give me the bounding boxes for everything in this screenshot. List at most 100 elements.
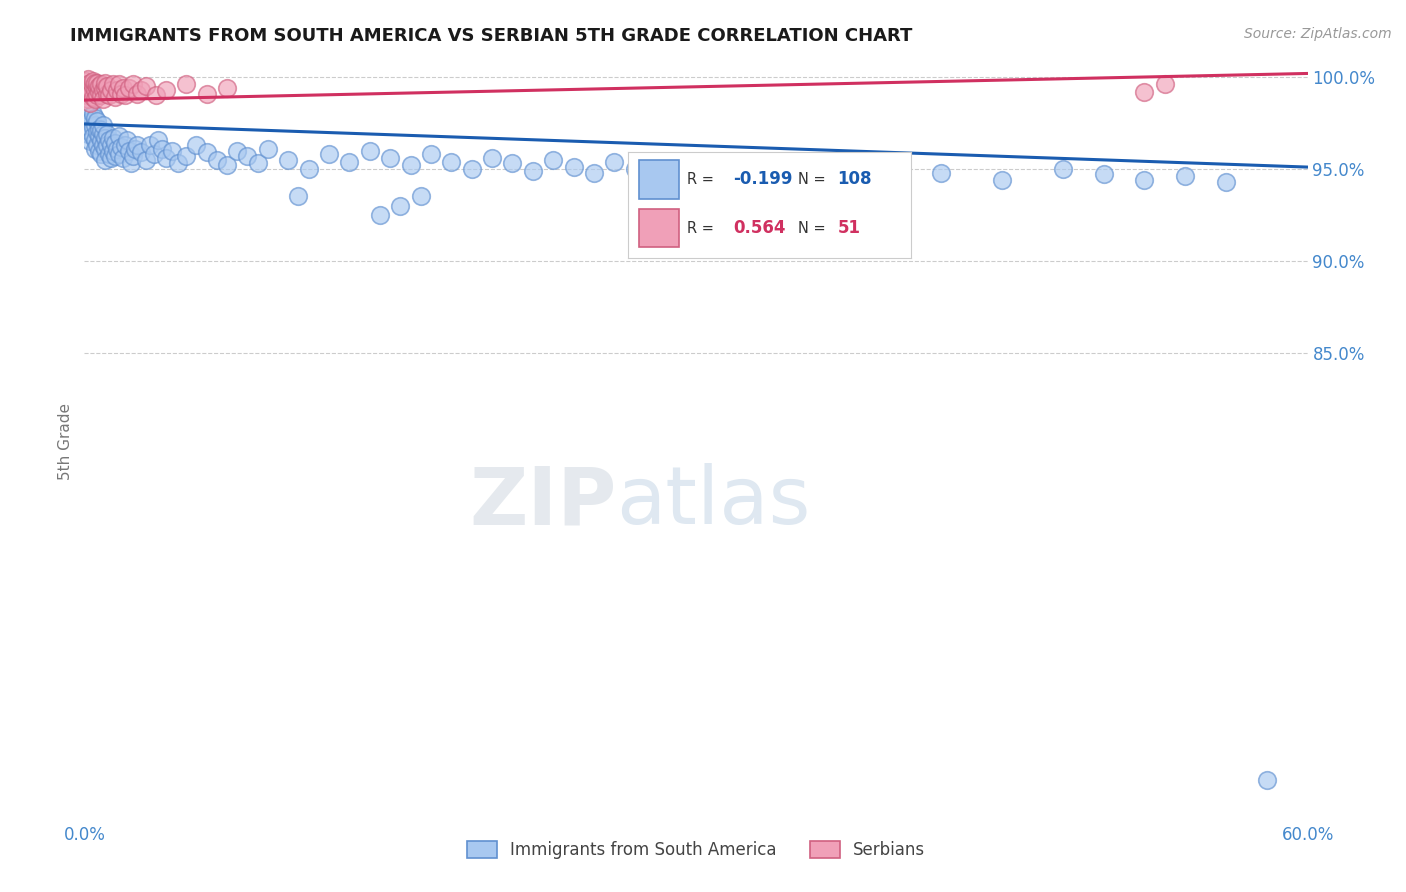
Point (420, 147, 443, 161)
Point (1133, 85, 1156, 99)
Point (114, 138, 136, 153)
Point (644, 169, 666, 184)
Point (82, 128, 104, 143)
Point (318, 147, 340, 161)
Point (1052, 161, 1074, 176)
Point (105, 83, 128, 97)
Point (86, 125, 108, 139)
Point (86, 88, 108, 103)
Point (1256, 773, 1278, 788)
Point (91, 138, 114, 153)
Point (236, 149, 259, 163)
Point (135, 79, 157, 94)
Point (83, 142, 105, 156)
Point (82, 79, 104, 94)
Point (146, 132, 169, 146)
Point (112, 151, 135, 165)
Point (79, 125, 101, 139)
Point (87, 121, 110, 136)
Point (174, 149, 197, 163)
Point (101, 130, 124, 145)
Point (91, 83, 114, 97)
Point (79, 134, 101, 148)
Point (100, 138, 122, 153)
Point (104, 90, 127, 104)
Point (929, 165, 952, 179)
Text: IMMIGRANTS FROM SOUTH AMERICA VS SERBIAN 5TH GRADE CORRELATION CHART: IMMIGRANTS FROM SOUTH AMERICA VS SERBIAN… (70, 27, 912, 45)
Text: R =: R = (688, 172, 718, 186)
Point (87, 144, 110, 158)
Point (807, 163, 830, 178)
Point (122, 78, 145, 92)
Point (75, 79, 97, 94)
Point (1154, 78, 1177, 92)
Point (96, 138, 118, 153)
Point (131, 145, 153, 160)
Point (79, 81, 101, 95)
Point (217, 158, 239, 172)
Point (685, 160, 707, 174)
Point (75, 121, 97, 136)
Text: R =: R = (688, 221, 718, 235)
Bar (640, 161, 679, 199)
Point (1215, 175, 1237, 189)
Point (848, 171, 870, 186)
Point (226, 144, 249, 158)
Point (87, 79, 110, 94)
Point (100, 83, 122, 97)
Bar (640, 209, 679, 247)
Point (339, 154, 361, 169)
Point (1133, 173, 1156, 187)
Point (93, 153, 115, 167)
Point (120, 156, 142, 170)
Point (86, 138, 108, 153)
Point (83, 76, 105, 90)
Point (82, 74, 104, 88)
Point (82, 120, 104, 134)
Point (82, 90, 104, 104)
Point (75, 74, 97, 88)
Point (277, 153, 299, 167)
Point (562, 160, 585, 174)
Point (110, 140, 132, 154)
Point (246, 156, 269, 170)
Point (889, 160, 911, 174)
Point (86, 114, 108, 128)
Text: 108: 108 (838, 170, 872, 188)
Point (97, 88, 120, 103)
Point (104, 136, 127, 151)
Point (155, 151, 177, 165)
Point (83, 132, 105, 146)
Point (79, 76, 101, 90)
Point (112, 81, 135, 95)
Point (135, 153, 157, 167)
Point (90, 134, 112, 148)
Point (217, 81, 239, 95)
Point (359, 144, 381, 158)
Text: N =: N = (799, 221, 830, 235)
Point (77, 78, 100, 92)
Point (93, 76, 115, 90)
Point (195, 145, 218, 160)
Point (481, 151, 503, 165)
Point (145, 88, 167, 103)
Point (142, 147, 165, 161)
Point (502, 156, 524, 170)
Text: Source: ZipAtlas.com: Source: ZipAtlas.com (1244, 27, 1392, 41)
Point (409, 189, 432, 203)
Point (131, 83, 153, 97)
Point (86, 81, 108, 95)
Point (91, 118, 114, 132)
Point (110, 87, 132, 101)
Point (108, 147, 131, 161)
Point (186, 138, 208, 153)
Point (603, 154, 626, 169)
Point (83, 83, 105, 97)
Point (105, 142, 128, 156)
Point (205, 153, 228, 167)
Point (114, 88, 136, 103)
Point (127, 138, 149, 153)
Point (160, 144, 183, 158)
Point (90, 147, 112, 161)
Point (91, 127, 114, 141)
